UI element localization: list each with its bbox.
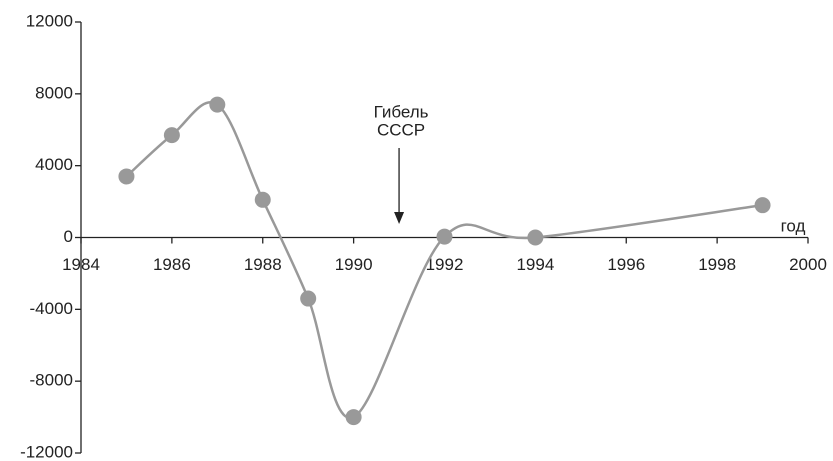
marker	[118, 168, 135, 185]
marker	[163, 127, 180, 144]
x-tick-label: 1996	[607, 255, 645, 274]
x-tick-label: 1984	[62, 255, 100, 274]
marker	[209, 96, 226, 113]
y-tick-label: 4000	[35, 155, 73, 174]
y-tick-label: 8000	[35, 83, 73, 102]
marker	[345, 409, 362, 426]
x-tick-label: 1994	[516, 255, 554, 274]
x-tick-label: 1988	[244, 255, 282, 274]
y-tick-label: 12000	[26, 11, 73, 30]
x-tick-label: 1986	[153, 255, 191, 274]
annotation-text: Гибель	[374, 102, 429, 121]
x-tick-label: 1998	[698, 255, 736, 274]
x-axis-label: год	[781, 216, 806, 235]
annotation-arrowhead	[394, 212, 405, 224]
x-tick-label: 1992	[426, 255, 464, 274]
annotation-text: СССР	[377, 120, 425, 139]
marker	[300, 290, 317, 307]
y-tick-label: -4000	[30, 299, 73, 318]
y-tick-label: -8000	[30, 371, 73, 390]
y-tick-label: -12000	[20, 442, 73, 461]
marker	[527, 229, 544, 246]
y-tick-label: 0	[64, 227, 73, 246]
marker	[254, 191, 271, 208]
x-tick-label: 1990	[335, 255, 373, 274]
x-tick-label: 2000	[789, 255, 827, 274]
marker	[436, 228, 453, 245]
marker	[754, 197, 771, 214]
